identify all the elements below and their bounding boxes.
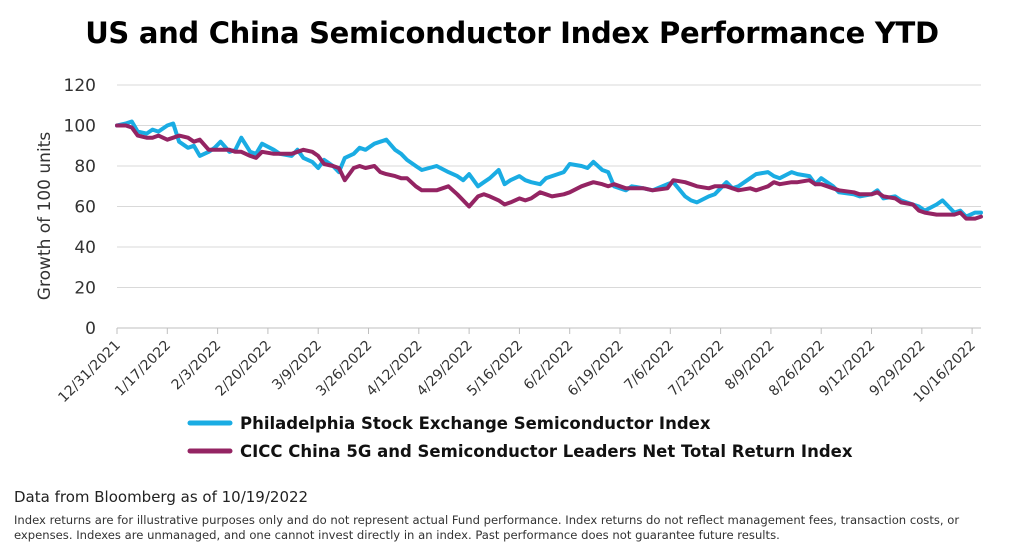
series-lines	[115, 119, 983, 221]
y-tick-label: 120	[64, 76, 96, 96]
series-line-2	[115, 123, 983, 221]
disclaimer-text: Index returns are for illustrative purpo…	[14, 513, 960, 542]
source-note: Data from Bloomberg as of 10/19/2022	[14, 488, 309, 506]
y-axis-label: Growth of 100 units	[35, 132, 55, 301]
y-tick-label: 20	[74, 279, 96, 299]
y-axis-ticks: 0 20 40 60 80 100 120	[64, 76, 96, 339]
y-tick-label: 40	[74, 238, 96, 258]
y-tick-label: 80	[74, 157, 96, 177]
y-tick-label: 60	[74, 198, 96, 218]
legend-label-1: Philadelphia Stock Exchange Semiconducto…	[240, 414, 711, 433]
gridlines	[117, 84, 981, 288]
series-line-1	[115, 119, 983, 219]
legend-label-2: CICC China 5G and Semiconductor Leaders …	[240, 442, 853, 461]
x-axis-ticks: 12/31/20211/17/20222/3/20222/20/20223/9/…	[55, 328, 979, 406]
legend: Philadelphia Stock Exchange Semiconducto…	[187, 414, 853, 461]
chart-title: US and China Semiconductor Index Perform…	[85, 16, 939, 50]
y-tick-label: 100	[64, 117, 96, 137]
y-tick-label: 0	[85, 319, 96, 339]
x-tick-label: 12/31/2021	[55, 338, 123, 406]
